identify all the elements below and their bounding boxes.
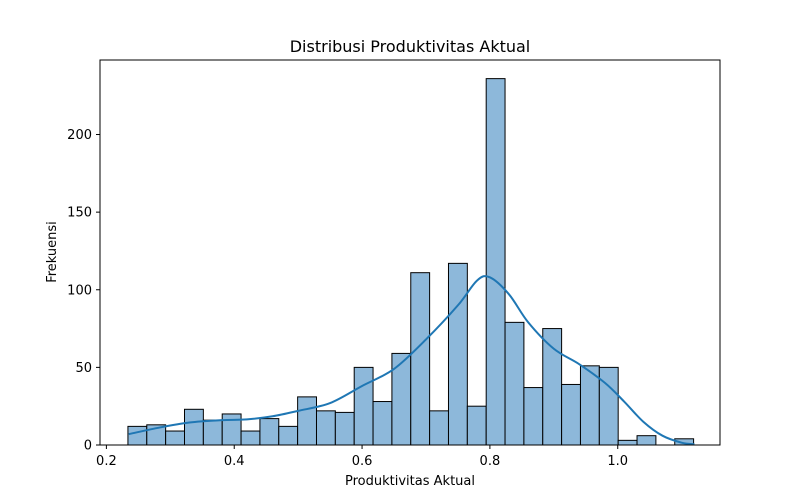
histogram-bar	[617, 439, 638, 446]
histogram-bar	[334, 411, 355, 446]
histogram-bar	[127, 425, 148, 446]
x-tick-label: 0.4	[224, 454, 245, 469]
x-axis-ticks: 0.2 0.4 0.6 0.8 1.0	[96, 445, 628, 469]
x-axis-label: Produktivitas Aktual	[345, 474, 475, 489]
histogram-bar	[183, 408, 204, 446]
chart-title: Distribusi Produktivitas Aktual	[290, 37, 531, 56]
y-tick-label: 100	[67, 283, 92, 298]
histogram-bar	[240, 430, 261, 446]
histogram-bar	[221, 413, 242, 446]
histogram-bar	[598, 366, 619, 446]
y-axis-label: Frekuensi	[45, 221, 60, 283]
histogram-bar	[504, 321, 525, 446]
x-tick-label: 0.6	[352, 454, 373, 469]
y-tick-label: 200	[67, 128, 92, 143]
x-tick-label: 1.0	[607, 454, 628, 469]
histogram-bar	[429, 410, 449, 446]
y-tick-label: 150	[67, 206, 92, 221]
histogram-bar	[353, 366, 374, 446]
histogram-bar	[165, 430, 185, 446]
bars-group	[127, 78, 695, 446]
histogram-bar	[485, 78, 506, 446]
histogram-bar	[636, 435, 657, 446]
histogram-bar	[410, 272, 431, 446]
histogram-bar	[447, 262, 468, 446]
histogram-bar	[202, 419, 223, 446]
y-axis-ticks: 0 50 100 150 200	[67, 128, 100, 454]
histogram-bar	[297, 396, 317, 446]
x-tick-label: 0.2	[96, 454, 117, 469]
y-tick-label: 0	[84, 439, 92, 454]
plot-frame	[99, 59, 721, 446]
histogram-bar	[523, 387, 544, 446]
histogram-bar	[579, 365, 600, 446]
histogram-bar	[372, 401, 393, 446]
kde-line	[128, 275, 695, 446]
histogram-bar	[561, 383, 581, 446]
histogram-bar	[542, 328, 563, 446]
x-tick-label: 0.8	[480, 454, 501, 469]
histogram-bar	[278, 425, 299, 446]
y-tick-label: 50	[75, 361, 92, 376]
histogram-bar	[466, 405, 487, 446]
histogram-bar	[315, 410, 336, 446]
histogram-bar	[259, 418, 280, 446]
